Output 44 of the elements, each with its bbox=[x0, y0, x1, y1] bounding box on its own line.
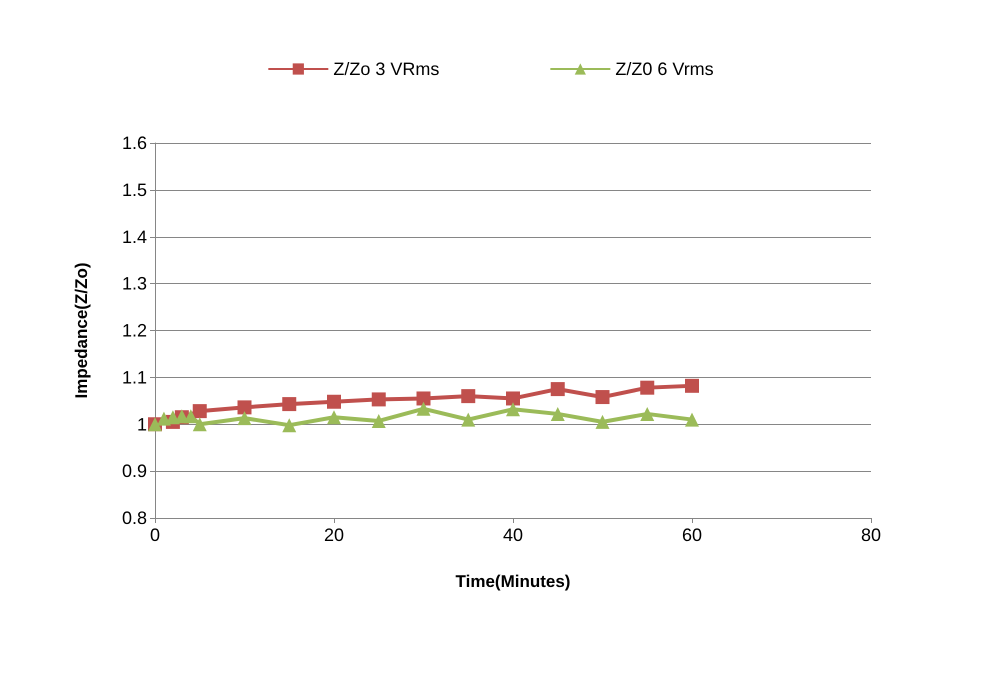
x-tick-label: 0 bbox=[150, 525, 160, 545]
y-tick-label: 0.9 bbox=[122, 461, 147, 482]
y-tick-label: 1.4 bbox=[122, 226, 147, 247]
point bbox=[372, 392, 386, 406]
y-tick-label: 1.3 bbox=[122, 274, 147, 294]
point bbox=[550, 406, 565, 421]
x-axis-title: Time(Minutes) bbox=[456, 572, 570, 591]
point bbox=[282, 397, 296, 412]
y-tick-label: 0.8 bbox=[122, 508, 147, 528]
point bbox=[416, 391, 430, 406]
point bbox=[192, 404, 207, 418]
legend-label: Z/Zo 3 VRms bbox=[333, 59, 440, 79]
point bbox=[596, 390, 610, 404]
x-tick-label: 20 bbox=[324, 525, 344, 545]
point bbox=[550, 382, 565, 396]
point bbox=[461, 389, 476, 404]
x-tick-label: 80 bbox=[860, 525, 882, 545]
point bbox=[506, 402, 520, 416]
point bbox=[238, 411, 252, 426]
point bbox=[506, 391, 520, 406]
point bbox=[416, 402, 430, 416]
point bbox=[156, 412, 171, 426]
point bbox=[327, 410, 341, 424]
y-tick-label: 1.2 bbox=[122, 320, 147, 340]
x-tick-label: 40 bbox=[502, 525, 524, 545]
x-tick-label: 60 bbox=[682, 525, 702, 545]
point bbox=[596, 414, 610, 429]
y-tick-label: 1.5 bbox=[122, 180, 147, 200]
point bbox=[192, 417, 207, 432]
point bbox=[327, 394, 341, 409]
point bbox=[685, 412, 699, 427]
point bbox=[640, 380, 654, 395]
point bbox=[282, 418, 296, 432]
y-tick-label: 1.6 bbox=[122, 133, 147, 153]
point bbox=[685, 378, 699, 393]
point bbox=[640, 406, 654, 421]
y-tick-label: 1.1 bbox=[122, 367, 147, 388]
y-axis-title: Impedance(Z/Zo) bbox=[72, 262, 91, 399]
point bbox=[372, 414, 386, 428]
point bbox=[184, 409, 198, 424]
point bbox=[238, 400, 252, 414]
point bbox=[461, 412, 476, 427]
legend-label: Z/Z0 6 Vrms bbox=[615, 59, 714, 79]
y-tick-label: 1 bbox=[136, 414, 147, 434]
